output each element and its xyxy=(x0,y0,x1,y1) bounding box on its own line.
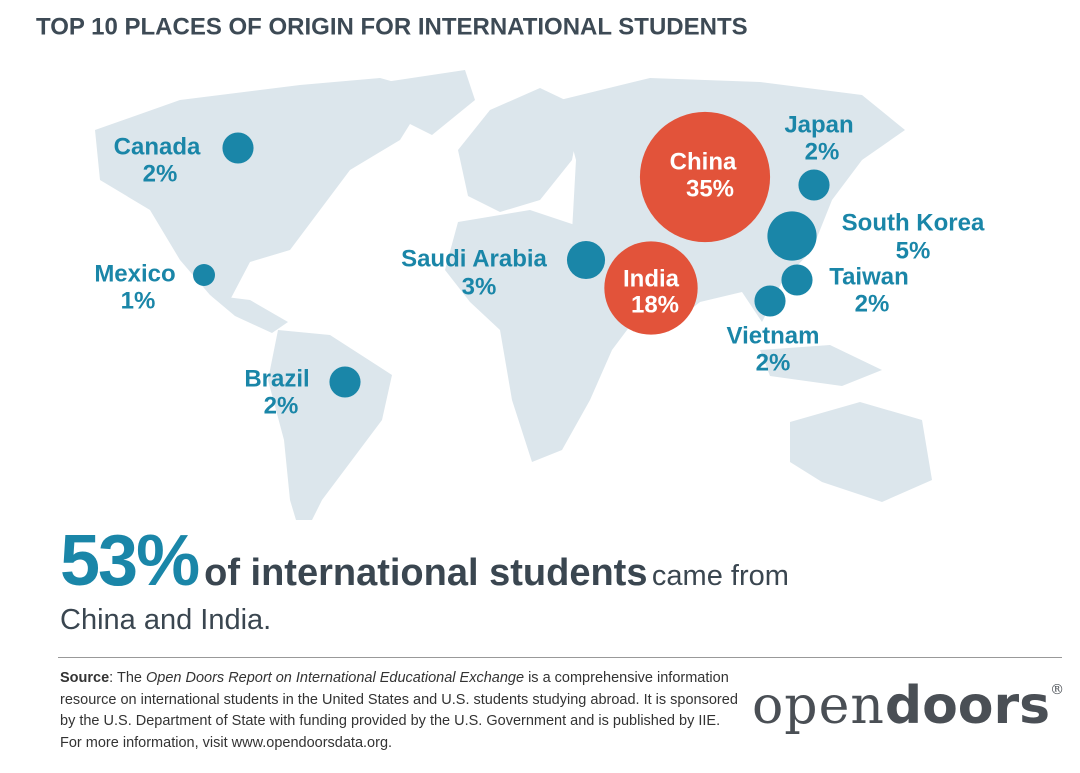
country-label: Mexico xyxy=(94,260,175,287)
divider xyxy=(58,657,1062,658)
value-label: 2% xyxy=(805,138,840,165)
value-label: 1% xyxy=(121,287,156,314)
country-label: South Korea xyxy=(842,209,985,236)
bubble xyxy=(329,366,361,398)
headline-bold: of international students xyxy=(204,552,648,594)
map: TOP 10 PLACES OF ORIGIN FOR INTERNATIONA… xyxy=(36,13,985,520)
value-label: 5% xyxy=(896,237,931,264)
source: Source: The Open Doors Report on Interna… xyxy=(60,668,740,754)
logo-bold: doors xyxy=(884,676,1051,736)
title: TOP 10 PLACES OF ORIGIN FOR INTERNATIONA… xyxy=(36,13,748,40)
south-america xyxy=(268,330,392,520)
bubble xyxy=(798,169,830,201)
source-intro: : The xyxy=(109,670,146,686)
north-america xyxy=(95,78,430,300)
country-label: India xyxy=(623,265,680,292)
logo: opendoors® xyxy=(752,676,1065,736)
australia xyxy=(790,402,932,502)
value-label: 2% xyxy=(756,349,791,376)
country-label: Vietnam xyxy=(727,322,820,349)
value-label: 2% xyxy=(143,160,178,187)
bubble xyxy=(193,264,215,286)
logo-light: open xyxy=(752,676,885,736)
europe xyxy=(458,88,582,212)
headline-line2: China and India. xyxy=(60,604,272,636)
value-label: 35% xyxy=(686,175,734,202)
value-label: 2% xyxy=(855,290,890,317)
indonesia xyxy=(760,345,882,386)
headline: 53% of international students came from xyxy=(60,520,789,602)
central-america xyxy=(210,295,288,333)
country-label: Saudi Arabia xyxy=(401,245,547,272)
source-text: is a comprehensive information resource … xyxy=(60,670,738,751)
value-label: 2% xyxy=(264,392,299,419)
bubble xyxy=(781,264,813,296)
value-label: 18% xyxy=(631,291,679,318)
headline-percent: 53% xyxy=(60,521,200,601)
country-label: Brazil xyxy=(244,365,309,392)
bubble xyxy=(222,132,254,164)
country-label: Canada xyxy=(114,133,201,160)
bubble xyxy=(639,111,771,243)
bubble xyxy=(767,211,817,261)
logo-mark: ® xyxy=(1050,682,1066,698)
country-label: China xyxy=(670,148,737,175)
country-label: Japan xyxy=(784,111,853,138)
bubble xyxy=(604,241,698,335)
bubble xyxy=(754,285,786,317)
headline-rest: came from xyxy=(651,560,789,592)
bubble xyxy=(566,240,606,280)
value-label: 3% xyxy=(462,273,497,300)
source-label: Source xyxy=(60,670,110,686)
greenland xyxy=(385,70,475,135)
source-report: Open Doors Report on International Educa… xyxy=(145,670,525,686)
country-label: Taiwan xyxy=(829,263,909,290)
